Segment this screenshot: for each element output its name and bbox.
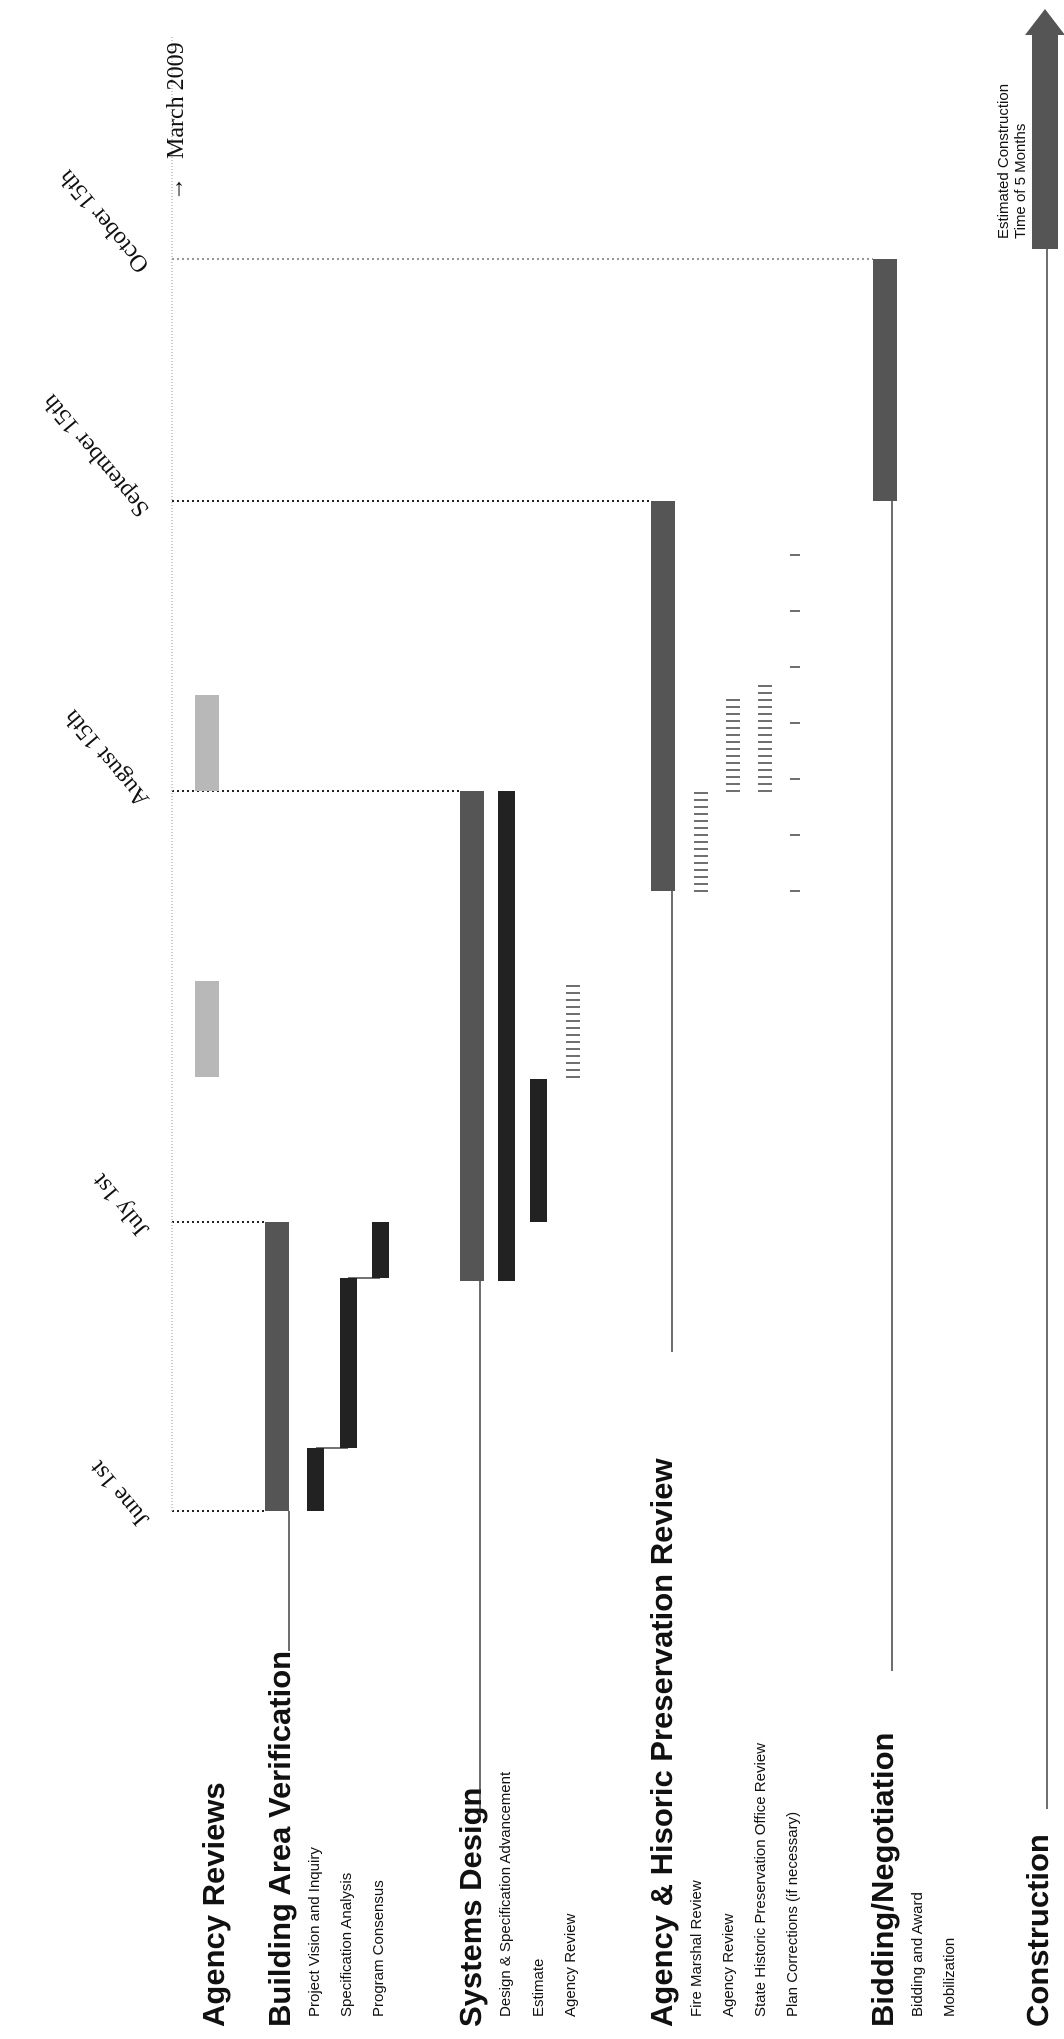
task-label-estimate: Estimate bbox=[530, 1959, 547, 2017]
task-bar-specification-analysis bbox=[340, 1278, 357, 1448]
hatch-fire-marshal bbox=[694, 792, 708, 892]
task-bar-program-consensus bbox=[372, 1222, 389, 1278]
construction-note-line-2: Time of 5 Months bbox=[1012, 124, 1029, 239]
phase-label-bidding: Bidding/Negotiation bbox=[865, 1733, 900, 2027]
task-label-project-vision: Project Vision and Inquiry bbox=[306, 1847, 323, 2017]
construction-arrow-shaft bbox=[1032, 35, 1058, 249]
task-label-program-consensus: Program Consensus bbox=[370, 1880, 387, 2017]
hatch-agency-review-2 bbox=[726, 699, 740, 792]
task-label-agency-review-1: Agency Review bbox=[562, 1913, 579, 2017]
construction-note-line-1: Estimated Construction bbox=[995, 84, 1012, 239]
phase-label-building-area: Building Area Verification bbox=[262, 1651, 297, 2027]
review-marker-2 bbox=[195, 695, 219, 791]
task-label-specification-analysis: Specification Analysis bbox=[338, 1873, 355, 2017]
chart-title: Agency Reviews bbox=[196, 1782, 231, 2027]
construction-arrow-head bbox=[1025, 9, 1064, 35]
review-marker-1 bbox=[195, 981, 219, 1077]
milestone-september-15: September 15th bbox=[37, 389, 154, 522]
arrow-glyph: → bbox=[163, 177, 189, 201]
phase-label-systems-design: Systems Design bbox=[453, 1788, 488, 2028]
milestone-march-2009: March 2009 bbox=[163, 42, 189, 159]
phase-label-construction: Construction bbox=[1020, 1834, 1055, 2027]
bar-bidding bbox=[873, 259, 897, 501]
task-label-bidding-award: Bidding and Award bbox=[909, 1892, 926, 2017]
task-label-fire-marshal: Fire Marshal Review bbox=[688, 1880, 705, 2017]
milestone-june-1: June 1st bbox=[84, 1455, 154, 1532]
bar-systems-design bbox=[460, 791, 484, 961]
task-bar-estimate bbox=[530, 1079, 547, 1222]
hatch-shpo-review bbox=[758, 685, 772, 792]
task-label-design-spec: Design & Specification Advancement bbox=[497, 1771, 514, 2017]
bar-agency-historic bbox=[651, 501, 675, 891]
bar-building-area bbox=[265, 1222, 289, 1511]
task-bar-design-spec bbox=[498, 791, 515, 1281]
milestone-august-15: August 15th bbox=[59, 705, 155, 812]
phase-label-agency-historic: Agency & Hisoric Preservation Review bbox=[644, 1458, 679, 2027]
task-label-agency-review-2: Agency Review bbox=[720, 1913, 737, 2017]
task-label-plan-corrections: Plan Corrections (if necessary) bbox=[784, 1812, 801, 2017]
bar-systems-design-main bbox=[460, 961, 484, 1281]
task-bar-project-vision bbox=[307, 1448, 324, 1511]
milestone-october-15: October 15th bbox=[54, 165, 155, 278]
task-label-mobilization: Mobilization bbox=[941, 1938, 958, 2017]
milestone-july-1: July 1st bbox=[87, 1168, 155, 1242]
hatch-agency-review-1 bbox=[566, 985, 580, 1078]
task-label-shpo-review: State Historic Preservation Office Revie… bbox=[752, 1743, 769, 2017]
dashes-plan-corrections bbox=[790, 554, 800, 892]
